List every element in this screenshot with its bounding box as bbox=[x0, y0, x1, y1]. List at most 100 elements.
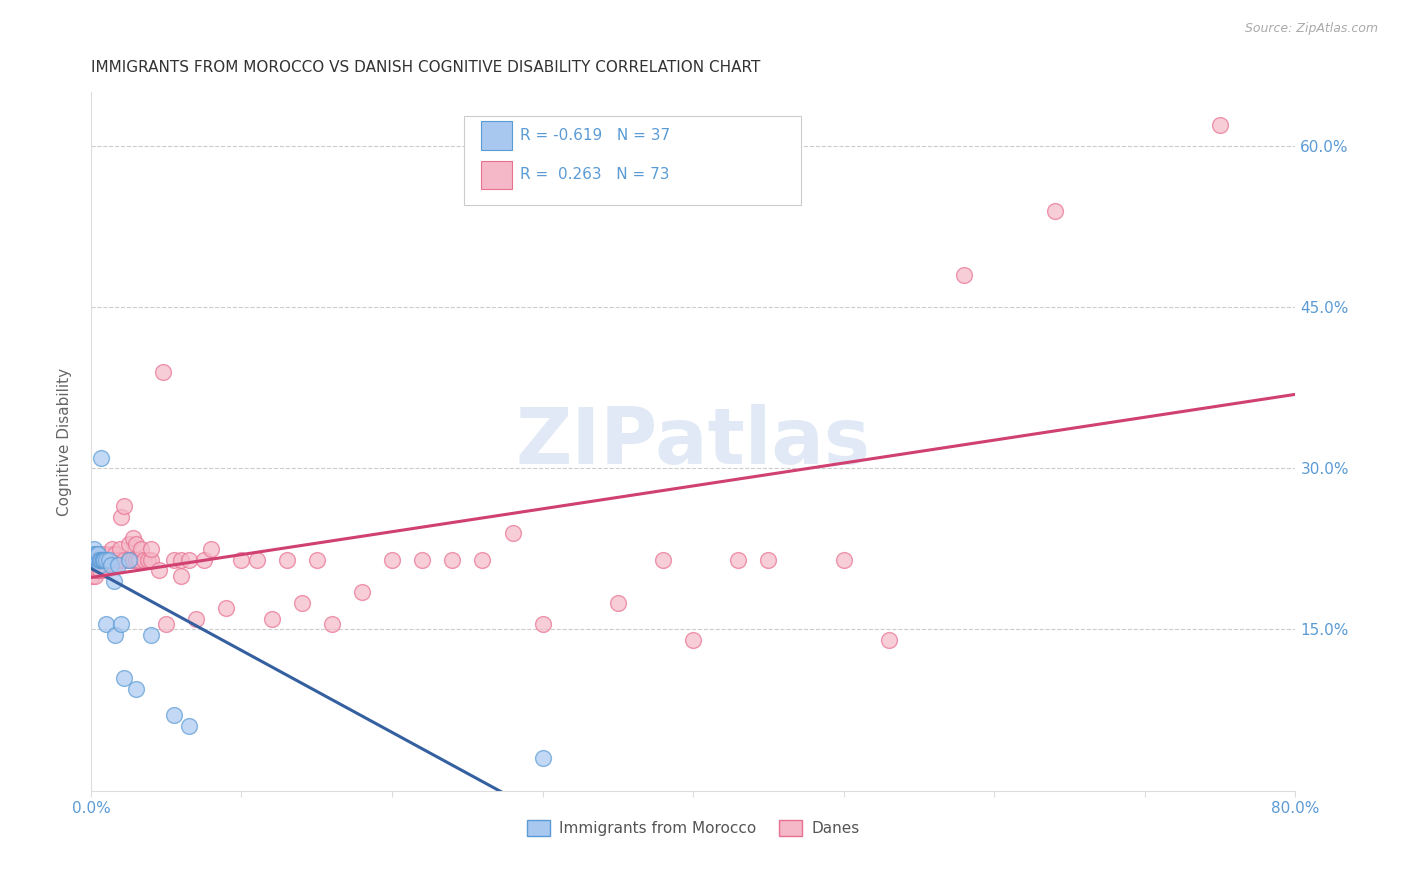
Point bbox=[83, 541, 105, 556]
Point bbox=[129, 541, 152, 556]
Point bbox=[531, 617, 554, 632]
Point bbox=[84, 547, 107, 561]
Point bbox=[86, 552, 108, 566]
Point bbox=[84, 552, 107, 566]
Point bbox=[652, 552, 675, 566]
Point bbox=[93, 552, 115, 566]
Point bbox=[87, 563, 110, 577]
Point bbox=[148, 563, 170, 577]
Point bbox=[200, 541, 222, 556]
Point bbox=[84, 552, 107, 566]
Point bbox=[82, 547, 104, 561]
Point bbox=[108, 541, 131, 556]
Point bbox=[87, 552, 110, 566]
Point bbox=[502, 525, 524, 540]
Point bbox=[305, 552, 328, 566]
Point bbox=[104, 558, 127, 572]
Point bbox=[155, 617, 177, 632]
Point bbox=[141, 552, 163, 566]
Point bbox=[1043, 203, 1066, 218]
Point bbox=[758, 552, 780, 566]
Point bbox=[98, 552, 121, 566]
Point bbox=[90, 552, 112, 566]
Point bbox=[117, 536, 139, 550]
Point bbox=[141, 541, 163, 556]
Point bbox=[170, 552, 193, 566]
Point bbox=[84, 568, 107, 582]
Point bbox=[110, 509, 132, 524]
Point bbox=[125, 681, 148, 696]
Point bbox=[170, 568, 193, 582]
Point bbox=[125, 552, 148, 566]
Point bbox=[125, 536, 148, 550]
Point bbox=[682, 633, 704, 648]
Point bbox=[877, 633, 900, 648]
Point bbox=[276, 552, 298, 566]
Point bbox=[94, 552, 117, 566]
Point bbox=[112, 671, 135, 685]
Point bbox=[163, 708, 186, 723]
Point bbox=[100, 558, 122, 572]
Point bbox=[152, 365, 174, 379]
Point bbox=[215, 601, 238, 615]
Point bbox=[1209, 118, 1232, 132]
Point bbox=[83, 552, 105, 566]
Point bbox=[98, 552, 121, 566]
Point bbox=[89, 563, 111, 577]
Point bbox=[94, 563, 117, 577]
Text: R = -0.619   N = 37: R = -0.619 N = 37 bbox=[520, 128, 671, 143]
Point bbox=[117, 552, 139, 566]
Point bbox=[86, 552, 108, 566]
Point bbox=[87, 552, 110, 566]
Point bbox=[110, 617, 132, 632]
Point bbox=[101, 541, 124, 556]
Point bbox=[531, 751, 554, 765]
Point bbox=[94, 617, 117, 632]
Point bbox=[122, 552, 145, 566]
Point bbox=[350, 585, 373, 599]
Text: Source: ZipAtlas.com: Source: ZipAtlas.com bbox=[1244, 22, 1378, 36]
Point bbox=[107, 552, 129, 566]
Point bbox=[141, 628, 163, 642]
Text: R =  0.263   N = 73: R = 0.263 N = 73 bbox=[520, 168, 669, 182]
Point bbox=[83, 563, 105, 577]
Point bbox=[727, 552, 749, 566]
Point bbox=[245, 552, 267, 566]
Point bbox=[87, 552, 110, 566]
Point bbox=[91, 552, 114, 566]
Point bbox=[89, 552, 111, 566]
Point bbox=[381, 552, 404, 566]
Point bbox=[186, 612, 208, 626]
Point bbox=[606, 596, 628, 610]
Point bbox=[90, 450, 112, 465]
Point bbox=[104, 628, 127, 642]
Point bbox=[163, 552, 186, 566]
Point bbox=[93, 547, 115, 561]
Point bbox=[82, 568, 104, 582]
Point bbox=[321, 617, 343, 632]
Point bbox=[87, 547, 110, 561]
Point bbox=[132, 552, 155, 566]
Point bbox=[90, 552, 112, 566]
Point bbox=[84, 552, 107, 566]
Point bbox=[91, 552, 114, 566]
Point bbox=[231, 552, 253, 566]
Point bbox=[103, 574, 125, 588]
Point bbox=[91, 552, 114, 566]
Point bbox=[86, 547, 108, 561]
Y-axis label: Cognitive Disability: Cognitive Disability bbox=[58, 368, 72, 516]
Point bbox=[122, 531, 145, 545]
Point bbox=[441, 552, 464, 566]
Point bbox=[471, 552, 494, 566]
Point bbox=[193, 552, 215, 566]
Point bbox=[112, 499, 135, 513]
Point bbox=[112, 552, 135, 566]
Point bbox=[411, 552, 433, 566]
Point bbox=[94, 552, 117, 566]
Point bbox=[128, 552, 150, 566]
Point bbox=[953, 268, 976, 282]
Point bbox=[260, 612, 283, 626]
Point bbox=[177, 552, 200, 566]
Point bbox=[86, 552, 108, 566]
Text: IMMIGRANTS FROM MOROCCO VS DANISH COGNITIVE DISABILITY CORRELATION CHART: IMMIGRANTS FROM MOROCCO VS DANISH COGNIT… bbox=[91, 60, 761, 75]
